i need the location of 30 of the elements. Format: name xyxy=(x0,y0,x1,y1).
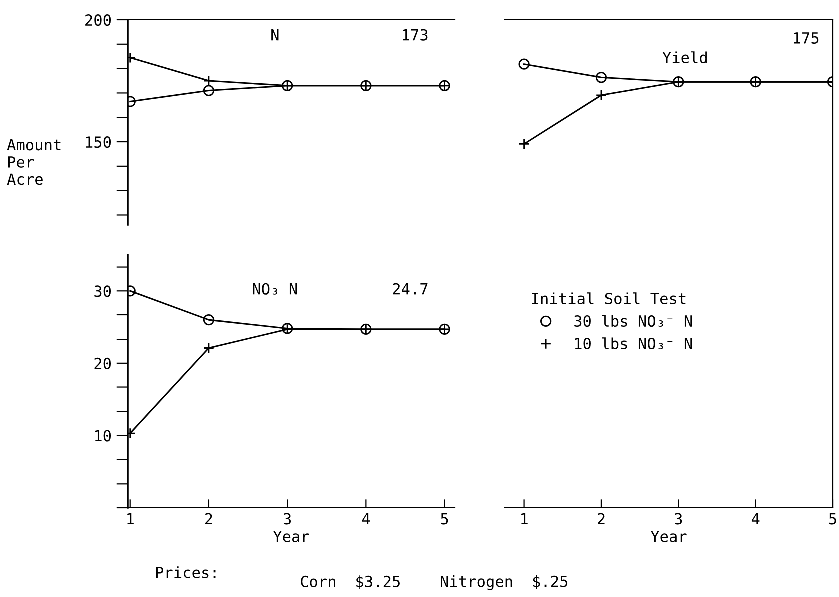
annotation: 24.7 xyxy=(393,283,428,295)
text: Nitrogen $.25 xyxy=(441,576,568,590)
x-axis-title: Year xyxy=(273,531,310,542)
x-tick-label: 5 xyxy=(441,513,448,525)
y-axis-title: Amount Per Acre xyxy=(7,139,61,186)
y-tick-label: 150 xyxy=(86,136,112,148)
text: Corn $3.25 xyxy=(301,576,400,590)
x-tick-label: 5 xyxy=(829,513,836,525)
x-tick-label: 2 xyxy=(206,513,212,525)
text: Prices: xyxy=(156,566,216,578)
x-tick-label: 2 xyxy=(598,513,605,525)
x-tick-label: 1 xyxy=(522,513,528,525)
y-tick-label: 10 xyxy=(95,430,112,442)
chart-title: Yield xyxy=(662,52,707,64)
x-tick-label: 4 xyxy=(362,513,370,525)
x-tick-label: 3 xyxy=(675,513,682,525)
legend-label: 10 lbs NO₃⁻ N xyxy=(575,338,692,350)
x-tick-label: 3 xyxy=(284,513,292,525)
y-tick-label: 30 xyxy=(94,286,112,298)
text: 175 xyxy=(794,32,819,44)
text: NO₃ N xyxy=(253,283,298,295)
chart-title: N xyxy=(272,30,279,41)
x-tick-label: 4 xyxy=(752,513,760,525)
legend-title: Initial Soil Test xyxy=(532,292,686,305)
annotation: 173 xyxy=(403,29,428,41)
legend-label: 30 lbs NO₃⁻ N xyxy=(574,315,692,328)
x-tick-label: 1 xyxy=(128,513,134,525)
y-tick-label: 20 xyxy=(94,358,112,370)
y-tick-label: 200 xyxy=(86,14,112,26)
x-axis-title: Year xyxy=(650,531,687,542)
